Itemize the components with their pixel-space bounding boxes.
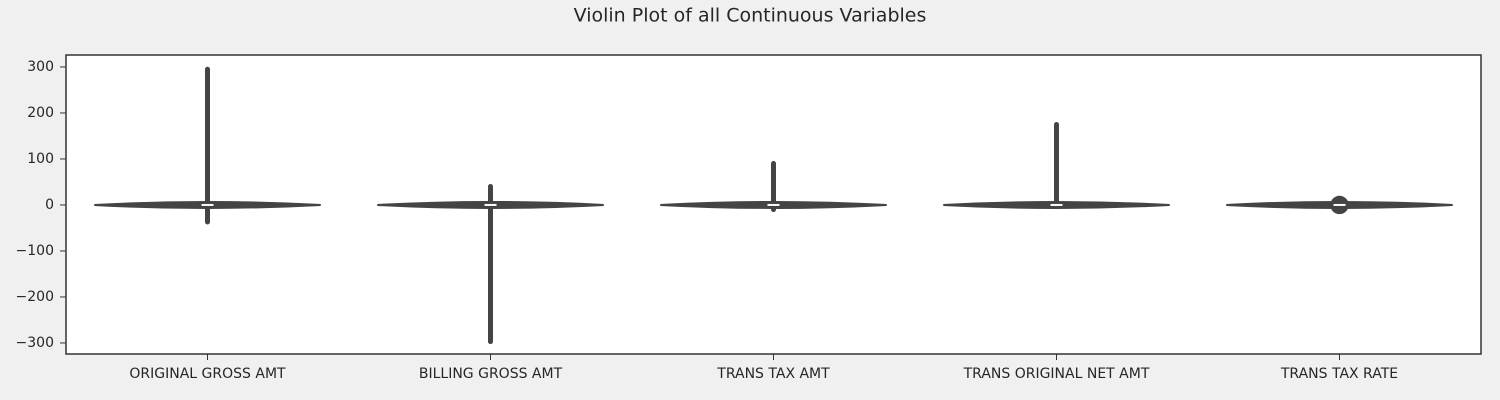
x-tick-label: ORIGINAL GROSS AMT (129, 366, 286, 382)
y-tick-label: −200 (16, 289, 54, 305)
x-tick-label: TRANS ORIGINAL NET AMT (963, 366, 1150, 382)
y-tick-label: 200 (27, 105, 54, 121)
x-tick-label: BILLING GROSS AMT (419, 366, 563, 382)
y-tick-label: 100 (27, 151, 54, 167)
y-tick-label: −300 (16, 335, 54, 351)
x-tick-label: TRANS TAX AMT (716, 366, 830, 382)
chart-title: Violin Plot of all Continuous Variables (574, 5, 927, 27)
y-tick-label: −100 (16, 243, 54, 259)
y-tick-label: 300 (27, 59, 54, 75)
y-tick-label: 0 (45, 197, 54, 213)
x-tick-label: TRANS TAX RATE (1280, 366, 1398, 382)
